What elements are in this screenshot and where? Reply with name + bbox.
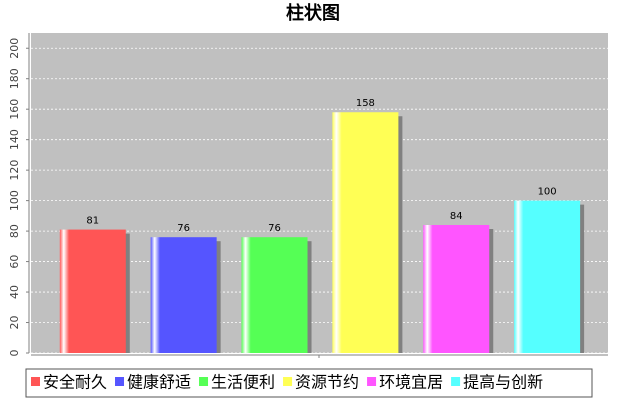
data-label: 81 [86,216,99,227]
legend-label: 安全耐久 [43,373,107,392]
data-label: 100 [538,187,557,198]
y-tick-label: 200 [8,38,21,59]
chart-title: 柱状图 [286,2,340,24]
grid: 0 20 40 60 80 100 120 140 160 180 200 [8,38,608,357]
y-tick-label: 40 [8,285,21,299]
legend-label: 健康舒适 [127,373,191,392]
bar [241,237,308,353]
legend-label: 资源节约 [295,373,359,392]
data-label: 76 [268,223,281,234]
legend-swatch [367,377,377,386]
y-tick-label: 80 [8,224,21,238]
data-label: 84 [450,211,463,222]
y-tick-label: 60 [8,255,21,269]
bar [332,112,399,353]
bar [423,225,490,353]
legend-swatch [199,377,209,386]
legend-items: 安全耐久 健康舒适 生活便利 资源节约 环境宜居 提高与创新 [31,373,543,392]
legend-swatch [115,377,125,386]
bar [514,200,581,353]
y-tick-label: 120 [8,160,21,181]
legend-label: 提高与创新 [463,373,543,392]
y-tick-label: 20 [8,316,21,330]
bar [59,229,126,353]
data-label: 158 [356,98,375,109]
bar [150,237,217,353]
y-tick-label: 180 [8,68,21,89]
legend-swatch [451,377,461,386]
y-tick-label: 160 [8,99,21,120]
legend-swatch [283,377,293,386]
legend-label: 环境宜居 [379,373,443,392]
y-tick-label: 100 [8,190,21,211]
legend-swatch [31,377,40,386]
y-tick-label: 140 [8,129,21,150]
y-tick-label: 0 [8,350,21,357]
bars: 81 76 76 158 84 100 [59,98,585,353]
legend-label: 生活便利 [211,373,275,392]
data-label: 76 [177,223,190,234]
